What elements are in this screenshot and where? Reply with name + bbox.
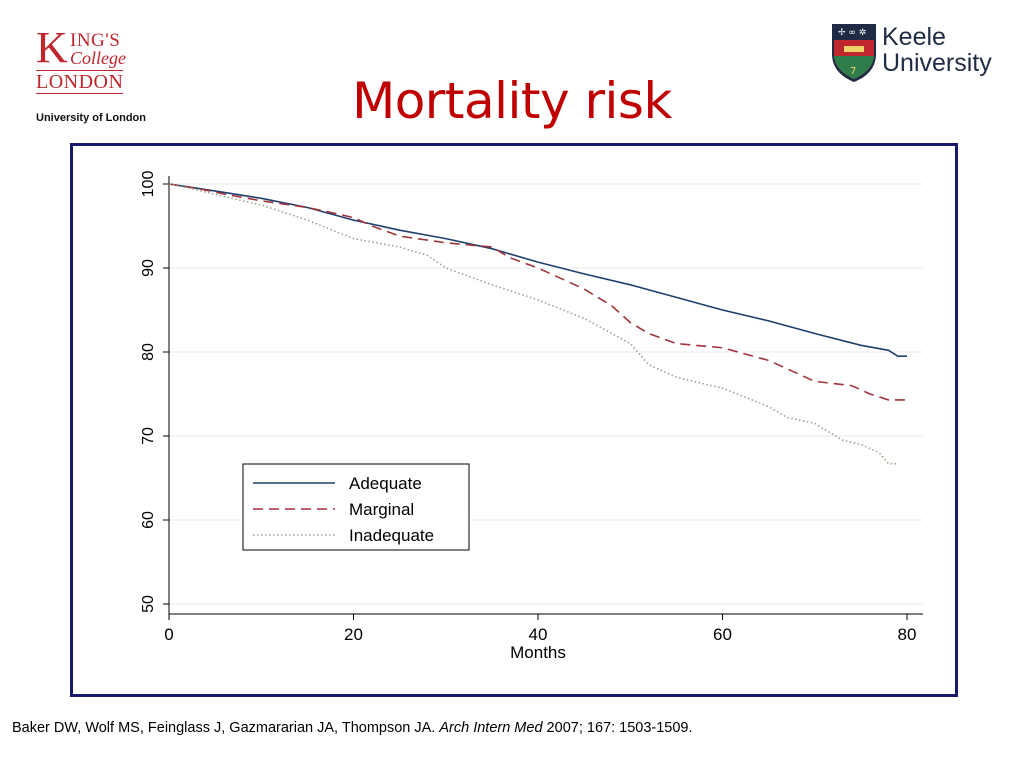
citation-authors: Baker DW, Wolf MS, Feinglass J, Gazmarar… [12, 720, 440, 736]
legend-label-inadequate: Inadequate [349, 526, 434, 545]
keele-logo-line2: University [882, 49, 992, 77]
kings-college-logo: K ING'S College LONDON University of Lon… [34, 26, 154, 126]
keele-university-logo: ✢ ∞ ✲ 7 Keele University [830, 22, 1010, 86]
kings-logo-college: College [70, 48, 126, 68]
series-line-inadequate [168, 183, 898, 465]
y-tick-label-70: 70 [140, 427, 157, 445]
x-axis-title: Months [510, 643, 566, 662]
kings-logo-ings: ING'S [70, 30, 121, 51]
citation-end: . [688, 720, 693, 736]
kings-logo-london: LONDON [36, 70, 124, 94]
legend-box [242, 463, 470, 551]
kings-logo-k: K [36, 23, 68, 72]
keele-logo-line1: Keele [882, 23, 946, 51]
kings-logo-university-of-london: University of London [36, 112, 146, 124]
citation-journal: Arch Intern Med [439, 720, 543, 736]
x-tick-label-40: 40 [529, 625, 548, 644]
x-tick-label-0: 0 [164, 625, 173, 644]
mortality-chart: 50 60 70 80 90 100 0 20 40 60 80 Months Adequate Marg… [140, 171, 923, 662]
series-line-marginal [168, 183, 907, 401]
x-tick-label-20: 20 [344, 625, 363, 644]
legend-label-adequate: Adequate [349, 474, 422, 493]
citation-rest: 2007; 167: 1503-1509 [542, 720, 689, 736]
y-tick-label-60: 60 [140, 511, 157, 529]
legend-label-marginal: Marginal [349, 500, 414, 519]
chart-frame: 50 60 70 80 90 100 0 20 40 60 80 Months Adequate Marg… [70, 143, 958, 697]
slide-title: Mortality risk [352, 72, 672, 130]
x-tick-label-80: 80 [898, 625, 917, 644]
series-line-adequate [168, 183, 907, 357]
y-tick-label-50: 50 [140, 595, 157, 613]
x-tick-label-60: 60 [713, 625, 732, 644]
y-tick-label-100: 100 [140, 171, 157, 198]
keele-shield-icon: ✢ ∞ ✲ 7 [832, 24, 876, 82]
svg-text:7: 7 [850, 66, 856, 77]
y-tick-label-80: 80 [140, 343, 157, 361]
svg-text:✢ ∞ ✲: ✢ ∞ ✲ [838, 28, 866, 38]
y-tick-label-90: 90 [140, 259, 157, 277]
citation: Baker DW, Wolf MS, Feinglass J, Gazmarar… [12, 720, 693, 736]
